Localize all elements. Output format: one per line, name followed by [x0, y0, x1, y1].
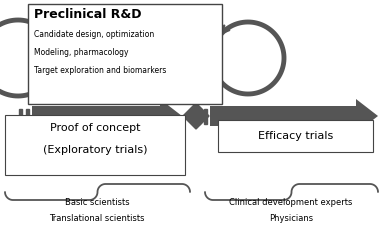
Bar — [26, 109, 29, 123]
Polygon shape — [183, 103, 209, 129]
Text: Proof of concept: Proof of concept — [50, 123, 140, 133]
Polygon shape — [210, 99, 378, 133]
Bar — [204, 109, 207, 123]
Bar — [5, 115, 185, 175]
Text: (Exploratory trials): (Exploratory trials) — [43, 145, 147, 155]
Text: Efficacy trials: Efficacy trials — [258, 131, 333, 141]
Text: Clinical development experts: Clinical development experts — [229, 198, 353, 207]
Polygon shape — [32, 99, 182, 133]
Text: Target exploration and biomarkers: Target exploration and biomarkers — [34, 66, 166, 75]
Text: Physicians: Physicians — [269, 214, 313, 223]
Text: Translational scientists: Translational scientists — [49, 214, 145, 223]
Bar — [197, 109, 200, 123]
Text: Modeling, pharmacology: Modeling, pharmacology — [34, 48, 129, 57]
Bar — [19, 109, 22, 123]
Text: Basic scientists: Basic scientists — [65, 198, 129, 207]
Bar — [218, 120, 373, 152]
Text: Preclinical R&D: Preclinical R&D — [34, 8, 141, 21]
Text: Candidate design, optimization: Candidate design, optimization — [34, 30, 154, 39]
Bar — [28, 4, 222, 104]
